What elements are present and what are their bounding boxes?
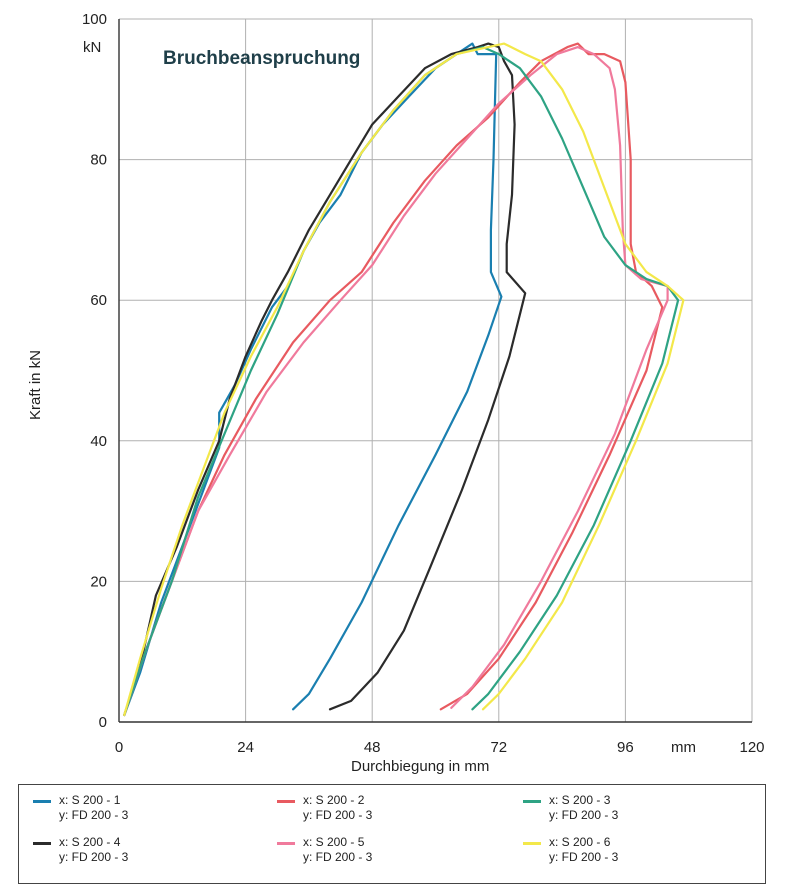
y-tick-label: 0 <box>99 714 107 731</box>
x-tick-label: 24 <box>237 739 254 756</box>
legend-y-label: y: FD 200 - 3 <box>59 808 129 822</box>
legend-item: x: S 200 - 2 y: FD 200 - 3 <box>271 793 491 825</box>
legend-label: x: S 200 - 6 y: FD 200 - 3 <box>549 835 618 865</box>
series-line-5 <box>123 46 680 717</box>
legend-swatch <box>33 800 51 803</box>
y-tick-label: 100 <box>82 11 107 28</box>
x-tick-label: 0 <box>115 739 123 756</box>
legend-y-label: y: FD 200 - 3 <box>303 808 373 822</box>
chart: 0 24 48 72 96 120 0 20 40 60 80 100 Bruchbeanspruch… <box>27 11 765 775</box>
legend-x-label: x: S 200 - 4 <box>59 835 121 849</box>
legend-x-label: x: S 200 - 3 <box>549 793 611 807</box>
legend-item: x: S 200 - 3 y: FD 200 - 3 <box>517 793 737 825</box>
legend-label: x: S 200 - 3 y: FD 200 - 3 <box>549 793 618 823</box>
legend-y-label: y: FD 200 - 3 <box>549 808 619 822</box>
x-tick-label: 120 <box>739 739 764 756</box>
x-tick-label: 72 <box>490 739 507 756</box>
y-tick-label: 60 <box>90 292 107 309</box>
axes <box>118 19 752 723</box>
legend-item: x: S 200 - 4 y: FD 200 - 3 <box>27 835 247 867</box>
x-tick-label: 96 <box>617 739 634 756</box>
legend-label: x: S 200 - 5 y: FD 200 - 3 <box>303 835 372 865</box>
series-line-4 <box>123 46 669 717</box>
series-line-1 <box>123 42 503 717</box>
series-line-3 <box>123 42 664 717</box>
y-axis-label: Kraft in kN <box>27 350 44 420</box>
y-tick-label: 20 <box>90 573 107 590</box>
x-tick-label: 48 <box>364 739 381 756</box>
chart-title: Bruchbeanspruchung <box>163 48 360 69</box>
legend-label: x: S 200 - 4 y: FD 200 - 3 <box>59 835 128 865</box>
legend-y-label: y: FD 200 - 3 <box>59 850 129 864</box>
legend-item: x: S 200 - 5 y: FD 200 - 3 <box>271 835 491 867</box>
legend-swatch <box>523 842 541 845</box>
legend-x-label: x: S 200 - 2 <box>303 793 365 807</box>
legend-swatch <box>523 800 541 803</box>
legend-label: x: S 200 - 2 y: FD 200 - 3 <box>303 793 372 823</box>
legend-x-label: x: S 200 - 6 <box>549 835 611 849</box>
legend-label: x: S 200 - 1 y: FD 200 - 3 <box>59 793 128 823</box>
legend-y-label: y: FD 200 - 3 <box>303 850 373 864</box>
y-unit-label: kN <box>83 39 101 56</box>
legend-swatch <box>277 842 295 845</box>
legend-item: x: S 200 - 1 y: FD 200 - 3 <box>27 793 247 825</box>
legend: x: S 200 - 1 y: FD 200 - 3 x: S 200 - 2 … <box>18 784 766 884</box>
series-lines <box>123 42 685 717</box>
legend-item: x: S 200 - 6 y: FD 200 - 3 <box>517 835 737 867</box>
x-axis-label: Durchbiegung in mm <box>351 758 489 775</box>
legend-x-label: x: S 200 - 1 <box>59 793 121 807</box>
legend-y-label: y: FD 200 - 3 <box>549 850 619 864</box>
legend-swatch <box>277 800 295 803</box>
y-tick-label: 40 <box>90 433 107 450</box>
series-line-6 <box>123 42 685 717</box>
legend-x-label: x: S 200 - 5 <box>303 835 365 849</box>
legend-swatch <box>33 842 51 845</box>
grid <box>118 18 753 723</box>
x-unit-label: mm <box>671 739 696 756</box>
series-line-2 <box>123 42 527 717</box>
y-tick-label: 80 <box>90 152 107 169</box>
tick-labels: 0 24 48 72 96 120 0 20 40 60 80 100 <box>82 11 765 756</box>
